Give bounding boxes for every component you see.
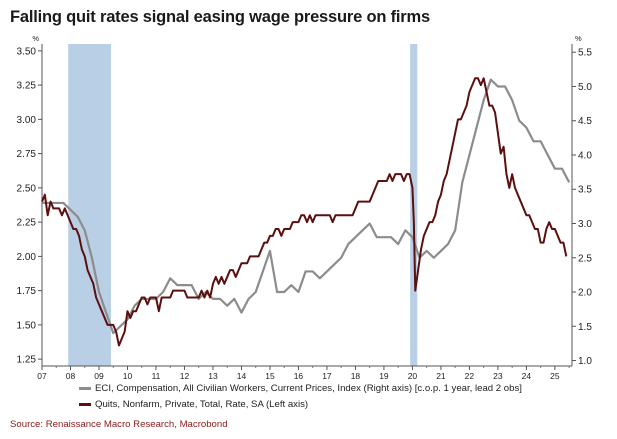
x-tick-label: 24 bbox=[522, 371, 532, 381]
chart-series bbox=[41, 77, 571, 347]
left-tick-label: 2.00 bbox=[17, 252, 37, 263]
left-tick-label: 3.50 bbox=[17, 46, 37, 57]
x-tick-label: 08 bbox=[66, 371, 76, 381]
chart-axes: 1.251.501.752.002.252.502.753.003.253.50… bbox=[17, 34, 593, 381]
x-tick-label: 21 bbox=[436, 371, 446, 381]
right-axis-unit: % bbox=[575, 34, 582, 43]
source-note: Source: Renaissance Macro Research, Macr… bbox=[10, 419, 228, 430]
recession-shading bbox=[68, 44, 418, 366]
x-tick-label: 11 bbox=[152, 371, 161, 381]
series-line-quits bbox=[41, 77, 568, 347]
right-tick-label: 3.0 bbox=[578, 219, 592, 230]
x-tick-label: 13 bbox=[208, 371, 218, 381]
left-tick-label: 2.50 bbox=[17, 183, 37, 194]
legend-label-eci: ECI, Compensation, All Civilian Workers,… bbox=[95, 383, 522, 394]
left-tick-label: 2.25 bbox=[17, 218, 37, 229]
x-tick-label: 14 bbox=[237, 371, 247, 381]
legend-item-eci: ECI, Compensation, All Civilian Workers,… bbox=[79, 383, 522, 394]
right-tick-label: 4.5 bbox=[578, 116, 592, 127]
left-tick-label: 1.50 bbox=[17, 320, 37, 331]
right-tick-label: 5.5 bbox=[578, 48, 592, 59]
right-tick-label: 5.0 bbox=[578, 82, 592, 93]
series-line-eci bbox=[42, 78, 571, 335]
x-tick-label: 17 bbox=[322, 371, 332, 381]
x-tick-label: 09 bbox=[94, 371, 104, 381]
legend-label-quits: Quits, Nonfarm, Private, Total, Rate, SA… bbox=[95, 399, 309, 410]
left-tick-label: 1.75 bbox=[17, 286, 37, 297]
right-tick-label: 1.0 bbox=[578, 356, 592, 367]
right-tick-label: 3.5 bbox=[578, 185, 592, 196]
x-tick-label: 22 bbox=[465, 371, 475, 381]
chart-title: Falling quit rates signal easing wage pr… bbox=[10, 8, 430, 26]
left-tick-label: 1.25 bbox=[17, 355, 37, 366]
left-tick-label: 2.75 bbox=[17, 149, 37, 160]
right-tick-label: 4.0 bbox=[578, 150, 592, 161]
legend-swatch-quits bbox=[79, 403, 91, 406]
right-tick-label: 2.0 bbox=[578, 288, 592, 299]
x-tick-label: 20 bbox=[408, 371, 418, 381]
x-tick-label: 12 bbox=[180, 371, 190, 381]
right-tick-label: 2.5 bbox=[578, 253, 592, 264]
left-tick-label: 3.25 bbox=[17, 81, 37, 92]
right-tick-label: 1.5 bbox=[578, 322, 592, 333]
x-tick-label: 16 bbox=[294, 371, 304, 381]
recession-shade-0 bbox=[68, 44, 111, 366]
x-tick-label: 10 bbox=[123, 371, 133, 381]
left-tick-label: 3.00 bbox=[17, 115, 37, 126]
x-tick-label: 23 bbox=[493, 371, 503, 381]
x-tick-label: 18 bbox=[351, 371, 361, 381]
x-tick-label: 25 bbox=[550, 371, 560, 381]
x-tick-label: 15 bbox=[265, 371, 275, 381]
x-tick-label: 07 bbox=[37, 371, 47, 381]
x-tick-label: 19 bbox=[379, 371, 389, 381]
legend-swatch-eci bbox=[79, 387, 91, 390]
legend-item-quits: Quits, Nonfarm, Private, Total, Rate, SA… bbox=[79, 399, 308, 410]
left-axis-unit: % bbox=[32, 34, 39, 43]
